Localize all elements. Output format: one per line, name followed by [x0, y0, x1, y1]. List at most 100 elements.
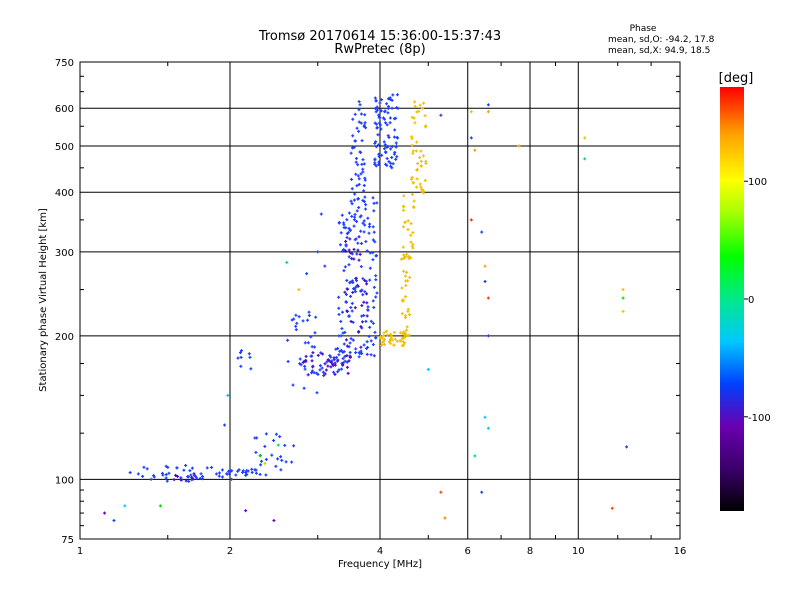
data-point [364, 207, 368, 211]
data-point [303, 367, 307, 371]
data-point [400, 286, 404, 290]
data-point [352, 247, 356, 251]
data-point [353, 238, 357, 242]
data-point [360, 139, 364, 143]
data-point [410, 175, 414, 179]
data-point [345, 309, 349, 313]
data-point [354, 160, 358, 164]
data-point [344, 293, 348, 297]
data-point [415, 177, 419, 181]
data-point [284, 460, 288, 464]
data-point [344, 239, 348, 243]
data-point [371, 196, 375, 200]
data-point [141, 474, 145, 478]
data-point [384, 162, 388, 166]
data-point [199, 472, 203, 476]
y-tick-label: 600 [55, 104, 74, 115]
data-point [355, 209, 359, 213]
data-point [419, 164, 423, 168]
data-point [375, 291, 379, 295]
data-point [349, 199, 353, 203]
data-point [373, 330, 377, 334]
data-point [310, 371, 314, 375]
plot-frame [79, 61, 681, 540]
data-point [379, 335, 383, 339]
data-point [351, 320, 355, 324]
data-point [389, 332, 393, 336]
data-point [315, 391, 319, 395]
data-point [152, 475, 156, 479]
data-point [359, 172, 363, 176]
data-point [279, 468, 283, 472]
data-point [361, 293, 365, 297]
data-point [410, 244, 414, 248]
data-point [359, 265, 363, 269]
data-point [345, 354, 349, 358]
data-point [349, 319, 353, 323]
data-point [338, 243, 342, 247]
data-point [409, 256, 413, 260]
data-point [353, 306, 357, 310]
data-point [223, 423, 227, 427]
data-point [234, 473, 238, 477]
data-point [187, 479, 191, 483]
data-point [290, 318, 294, 322]
data-point [412, 116, 416, 120]
data-point [164, 464, 168, 468]
data-point [340, 367, 344, 371]
data-point [357, 258, 361, 262]
data-point [371, 258, 375, 262]
data-point [362, 124, 366, 128]
data-point [220, 468, 224, 472]
data-point [365, 249, 369, 253]
data-point [409, 222, 413, 226]
x-tick-label: 2 [227, 546, 233, 557]
data-point [349, 177, 353, 181]
data-point [369, 319, 373, 323]
data-point [361, 158, 365, 162]
data-point [423, 178, 427, 182]
data-point [385, 333, 389, 337]
data-point [344, 300, 348, 304]
data-point [286, 338, 290, 342]
data-point [350, 187, 354, 191]
data-point [350, 257, 354, 261]
data-point [279, 455, 283, 459]
y-tick-label: 300 [55, 248, 74, 259]
data-point [353, 290, 357, 294]
data-point [403, 331, 407, 335]
data-point [380, 153, 384, 157]
data-point [294, 324, 298, 328]
data-point [310, 354, 314, 358]
data-point [356, 163, 360, 167]
data-point [227, 472, 231, 476]
data-point [172, 478, 176, 482]
y-tick-label: 75 [61, 535, 74, 546]
data-point [385, 157, 389, 161]
data-point [217, 474, 221, 478]
data-point [366, 345, 370, 349]
data-point [342, 223, 346, 227]
data-point [361, 221, 365, 225]
data-point [387, 135, 391, 139]
data-point [348, 350, 352, 354]
y-axis: 75 100 200 300 400 500 600 750 [55, 58, 680, 546]
data-point [360, 162, 364, 166]
data-point [377, 121, 381, 125]
x-tick-label: 4 [377, 546, 383, 557]
data-point [394, 141, 398, 145]
data-point [367, 231, 371, 235]
data-point [375, 254, 379, 258]
data-point [285, 260, 289, 264]
data-point [386, 97, 390, 101]
data-point [331, 363, 335, 367]
data-point [230, 469, 234, 473]
data-point [357, 182, 361, 186]
data-point [343, 330, 347, 334]
data-point [301, 319, 305, 323]
data-point [260, 459, 264, 463]
data-point [350, 252, 354, 256]
data-point [372, 285, 376, 289]
data-point [356, 197, 360, 201]
data-point [345, 365, 349, 369]
